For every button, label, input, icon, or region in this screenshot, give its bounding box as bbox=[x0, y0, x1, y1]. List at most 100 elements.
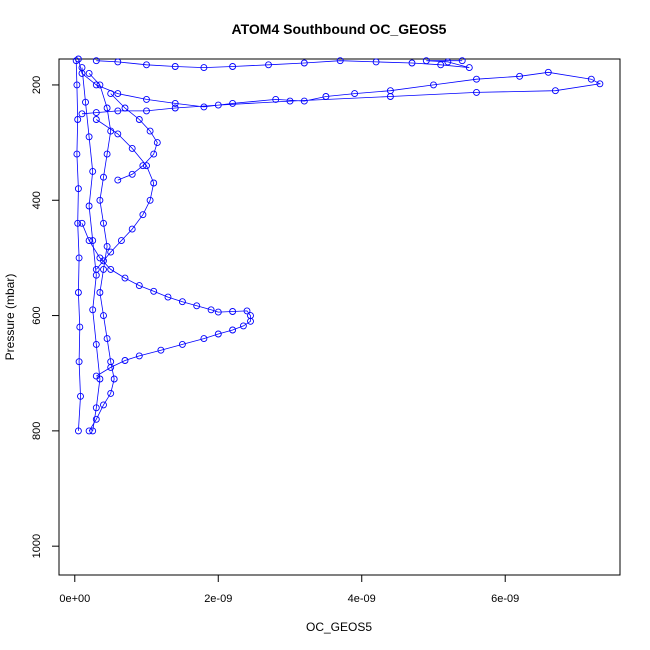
data-point bbox=[96, 375, 104, 383]
data-point bbox=[386, 93, 394, 100]
data-point bbox=[121, 357, 129, 364]
data-point bbox=[286, 97, 294, 105]
data-point bbox=[92, 340, 100, 348]
data-point bbox=[96, 196, 104, 204]
data-point bbox=[107, 90, 115, 98]
series-line bbox=[96, 60, 470, 69]
series bbox=[92, 116, 158, 273]
data-point bbox=[92, 404, 100, 412]
data-point bbox=[75, 358, 83, 366]
series-line bbox=[81, 67, 101, 431]
data-point bbox=[114, 90, 122, 98]
data-point bbox=[92, 109, 100, 117]
plot-frame bbox=[58, 58, 621, 576]
data-point bbox=[75, 254, 83, 262]
data-point bbox=[100, 173, 107, 181]
y-tick-label: 1000 bbox=[31, 534, 43, 558]
data-point bbox=[143, 95, 150, 103]
data-point bbox=[458, 57, 466, 65]
x-tick-label: 0e+00 bbox=[59, 593, 90, 605]
x-axis-label: OC_GEOS5 bbox=[306, 620, 372, 634]
data-point bbox=[422, 57, 430, 65]
data-point bbox=[272, 95, 280, 103]
data-point bbox=[146, 196, 154, 204]
data-point bbox=[322, 93, 330, 100]
data-point bbox=[430, 81, 437, 89]
series-line bbox=[88, 73, 115, 432]
x-axis: 0e+00 2e-09 4e-09 6e-09 bbox=[59, 574, 519, 605]
data-point bbox=[107, 389, 115, 397]
data-point bbox=[89, 427, 97, 435]
data-point bbox=[85, 69, 93, 77]
series bbox=[85, 69, 118, 435]
data-point bbox=[351, 90, 359, 98]
series-line bbox=[78, 58, 602, 115]
data-point bbox=[229, 326, 237, 334]
data-point bbox=[200, 335, 208, 343]
data-point bbox=[107, 127, 115, 135]
data-point bbox=[544, 68, 552, 76]
data-point bbox=[229, 308, 237, 315]
data-point bbox=[444, 58, 452, 66]
data-point bbox=[110, 375, 118, 383]
data-point bbox=[100, 265, 107, 273]
data-point bbox=[139, 211, 147, 219]
data-point bbox=[103, 335, 111, 343]
data-point bbox=[465, 64, 473, 72]
data-layer bbox=[72, 55, 604, 435]
data-point bbox=[239, 322, 247, 330]
data-point bbox=[74, 55, 82, 63]
data-point bbox=[171, 63, 179, 70]
data-point bbox=[200, 64, 208, 72]
data-point bbox=[100, 219, 107, 227]
data-point bbox=[214, 101, 222, 109]
data-point bbox=[178, 298, 186, 306]
data-point bbox=[408, 59, 416, 67]
data-point bbox=[76, 323, 84, 331]
data-point bbox=[114, 176, 122, 184]
data-point bbox=[214, 330, 222, 338]
data-point bbox=[229, 63, 237, 70]
data-point bbox=[85, 202, 93, 210]
data-point bbox=[92, 57, 100, 65]
data-point bbox=[143, 61, 150, 69]
series-line bbox=[110, 93, 158, 181]
series bbox=[78, 64, 104, 435]
data-point bbox=[85, 237, 93, 245]
data-point bbox=[473, 88, 480, 96]
data-point bbox=[89, 167, 97, 175]
data-point bbox=[437, 61, 445, 69]
y-tick-label: 200 bbox=[31, 76, 43, 94]
data-point bbox=[85, 427, 93, 435]
data-point bbox=[146, 127, 154, 135]
y-axis-label: Pressure (mbar) bbox=[3, 274, 17, 361]
data-point bbox=[74, 289, 82, 296]
data-point bbox=[74, 427, 82, 435]
series bbox=[74, 55, 604, 118]
data-point bbox=[372, 58, 380, 66]
data-point bbox=[128, 144, 136, 152]
data-point bbox=[74, 116, 82, 123]
data-point bbox=[247, 317, 254, 325]
data-point bbox=[128, 225, 136, 233]
x-tick-label: 2e-09 bbox=[204, 593, 232, 605]
data-point bbox=[92, 81, 100, 89]
data-point bbox=[178, 340, 186, 348]
data-point bbox=[103, 104, 111, 112]
data-point bbox=[85, 133, 93, 141]
data-point bbox=[92, 415, 100, 423]
data-point bbox=[107, 248, 115, 256]
data-point bbox=[143, 162, 150, 170]
data-point bbox=[72, 57, 80, 65]
data-point bbox=[74, 219, 82, 227]
data-point bbox=[153, 139, 161, 147]
data-point bbox=[300, 97, 308, 105]
data-point bbox=[73, 150, 81, 158]
data-point bbox=[78, 110, 86, 118]
y-axis: 200 400 600 800 1000 bbox=[31, 76, 60, 558]
data-point bbox=[73, 81, 81, 89]
data-point bbox=[150, 150, 158, 158]
data-point bbox=[96, 289, 104, 296]
data-point bbox=[117, 237, 125, 245]
